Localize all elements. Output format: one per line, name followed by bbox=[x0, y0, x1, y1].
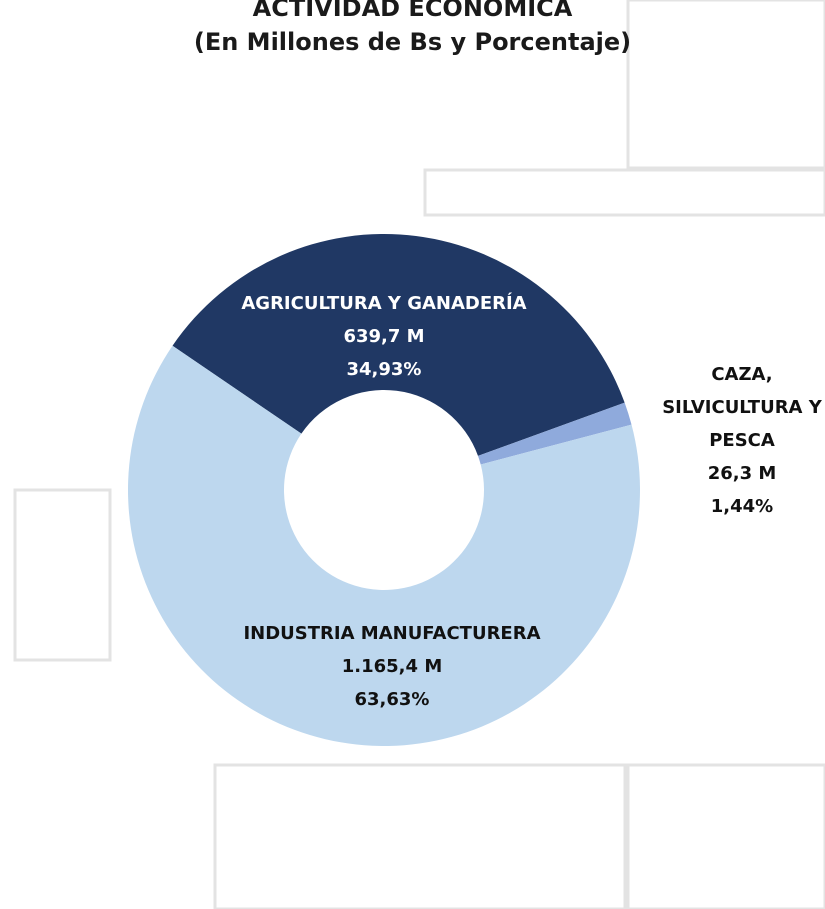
donut-segment bbox=[477, 402, 632, 465]
percentage-label: 1,44% bbox=[710, 496, 774, 517]
data-label: INDUSTRIA MANUFACTURERA 1.165,4 M 63,63% bbox=[192, 617, 592, 716]
data-label: AGRICULTURA Y GANADERÍA 639,7 M 34,93% bbox=[204, 287, 564, 386]
data-label: CAZA, SILVICULTURA Y PESCA 26,3 M 1,44% bbox=[659, 358, 825, 523]
category-label: AGRICULTURA Y GANADERÍA bbox=[241, 293, 527, 314]
chart-subtitle: (En Millones de Bs y Porcentaje) bbox=[193, 28, 632, 56]
background-pattern bbox=[13, 0, 825, 909]
category-label: INDUSTRIA MANUFACTURERA bbox=[243, 623, 541, 644]
percentage-label: 63,63% bbox=[354, 689, 430, 710]
value-label: 639,7 M bbox=[343, 326, 425, 347]
percentage-label: 34,93% bbox=[346, 359, 422, 380]
value-label: 26,3 M bbox=[707, 463, 777, 484]
chart-title: ACTIVIDAD ECONÓMICA bbox=[252, 0, 573, 22]
value-label: 1.165,4 M bbox=[341, 656, 443, 677]
donut-segment bbox=[172, 233, 625, 456]
category-label: CAZA, SILVICULTURA Y PESCA bbox=[662, 364, 822, 451]
donut-segment bbox=[128, 345, 641, 746]
